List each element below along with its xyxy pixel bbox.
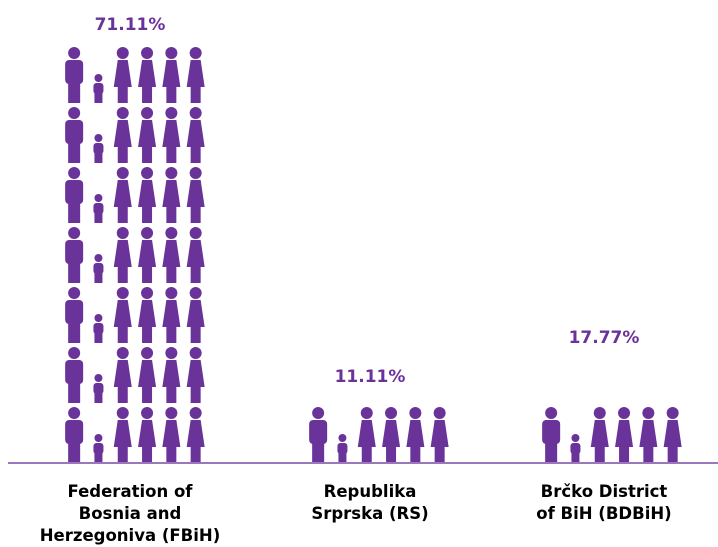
person-icon bbox=[162, 227, 181, 283]
person-icon bbox=[138, 167, 157, 223]
person-icon bbox=[65, 47, 84, 103]
person-icon bbox=[337, 434, 348, 462]
person-icon bbox=[138, 227, 157, 283]
value-label: 17.77% bbox=[569, 328, 640, 348]
person-icon bbox=[663, 407, 682, 462]
person-icon bbox=[162, 167, 181, 223]
pictogram-area bbox=[65, 47, 682, 462]
person-icon bbox=[65, 227, 84, 283]
person-icon bbox=[162, 107, 181, 163]
person-icon bbox=[113, 167, 132, 223]
category-label: Bosnia and bbox=[79, 504, 182, 523]
person-icon bbox=[113, 227, 132, 283]
person-icon bbox=[162, 347, 181, 403]
person-icon bbox=[65, 287, 84, 343]
person-icon bbox=[162, 287, 181, 343]
category-label: Brčko District bbox=[541, 482, 668, 501]
category-label: of BiH (BDBiH) bbox=[536, 504, 671, 523]
person-icon bbox=[65, 167, 84, 223]
person-icon bbox=[542, 407, 561, 462]
person-icon bbox=[93, 434, 104, 462]
person-icon bbox=[93, 74, 104, 103]
category-label: Herzegoniva (FBiH) bbox=[40, 526, 221, 545]
person-icon bbox=[406, 407, 425, 462]
person-icon bbox=[186, 107, 205, 163]
person-icon bbox=[93, 134, 104, 163]
person-icon bbox=[186, 47, 205, 103]
person-icon bbox=[138, 347, 157, 403]
person-icon bbox=[186, 167, 205, 223]
category-label: Srprska (RS) bbox=[311, 504, 428, 523]
person-icon bbox=[138, 407, 157, 462]
person-icon bbox=[93, 194, 104, 223]
person-icon bbox=[65, 407, 84, 462]
person-icon bbox=[570, 434, 581, 462]
person-icon bbox=[162, 47, 181, 103]
person-icon bbox=[309, 407, 328, 462]
person-icon bbox=[93, 374, 104, 403]
person-icon bbox=[113, 107, 132, 163]
person-icon bbox=[186, 227, 205, 283]
person-icon bbox=[113, 347, 132, 403]
person-icon bbox=[430, 407, 449, 462]
person-icon bbox=[138, 107, 157, 163]
person-icon bbox=[138, 47, 157, 103]
value-label: 11.11% bbox=[335, 367, 406, 387]
person-icon bbox=[162, 407, 181, 462]
person-icon bbox=[590, 407, 609, 462]
person-icon bbox=[357, 407, 376, 462]
person-icon bbox=[639, 407, 658, 462]
person-icon bbox=[615, 407, 634, 462]
person-icon bbox=[186, 347, 205, 403]
value-label: 71.11% bbox=[95, 15, 166, 35]
person-icon bbox=[113, 47, 132, 103]
person-icon bbox=[113, 287, 132, 343]
person-icon bbox=[186, 287, 205, 343]
person-icon bbox=[113, 407, 132, 462]
person-icon bbox=[65, 347, 84, 403]
category-label: Federation of bbox=[68, 482, 194, 501]
person-icon bbox=[138, 287, 157, 343]
person-icon bbox=[65, 107, 84, 163]
person-icon bbox=[186, 407, 205, 462]
category-label: Republika bbox=[324, 482, 417, 501]
person-icon bbox=[93, 254, 104, 283]
person-icon bbox=[93, 314, 104, 343]
person-icon bbox=[382, 407, 401, 462]
